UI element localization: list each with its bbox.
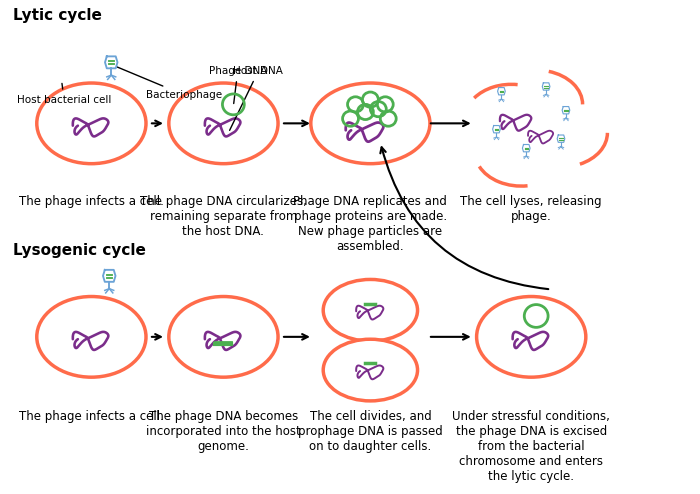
Text: Bacteriophage: Bacteriophage (114, 66, 222, 100)
Polygon shape (103, 270, 116, 282)
Text: Host DNA: Host DNA (230, 66, 284, 130)
Ellipse shape (169, 296, 278, 377)
Polygon shape (493, 125, 500, 133)
Text: Host bacterial cell: Host bacterial cell (17, 83, 111, 105)
Polygon shape (542, 83, 550, 90)
Text: The cell divides, and
prophage DNA is passed
on to daughter cells.: The cell divides, and prophage DNA is pa… (298, 410, 443, 453)
Polygon shape (522, 145, 530, 152)
Polygon shape (105, 56, 118, 68)
Polygon shape (498, 87, 505, 95)
Polygon shape (557, 135, 565, 142)
Text: Under stressful conditions,
the phage DNA is excised
from the bacterial
chromoso: Under stressful conditions, the phage DN… (452, 410, 610, 483)
Text: Lytic cycle: Lytic cycle (13, 7, 102, 23)
Ellipse shape (311, 83, 430, 164)
Polygon shape (562, 107, 570, 114)
Text: The phage DNA becomes
incorporated into the host
genome.: The phage DNA becomes incorporated into … (146, 410, 301, 453)
Text: The phage infects a cell.: The phage infects a cell. (19, 410, 164, 423)
Ellipse shape (37, 83, 146, 164)
Text: The phage infects a cell.: The phage infects a cell. (19, 195, 164, 207)
Text: Phage DNA: Phage DNA (209, 66, 267, 104)
Text: Lysogenic cycle: Lysogenic cycle (13, 243, 146, 258)
Text: Phage DNA replicates and
phage proteins are made.
New phage particles are
assemb: Phage DNA replicates and phage proteins … (293, 195, 447, 252)
Text: The phage DNA circularizes,
remaining separate from
the host DNA.: The phage DNA circularizes, remaining se… (140, 195, 307, 238)
Ellipse shape (323, 280, 417, 341)
Ellipse shape (323, 339, 417, 401)
Text: The cell lyses, releasing
phage.: The cell lyses, releasing phage. (461, 195, 602, 222)
Ellipse shape (169, 83, 278, 164)
Ellipse shape (477, 296, 586, 377)
Ellipse shape (37, 296, 146, 377)
